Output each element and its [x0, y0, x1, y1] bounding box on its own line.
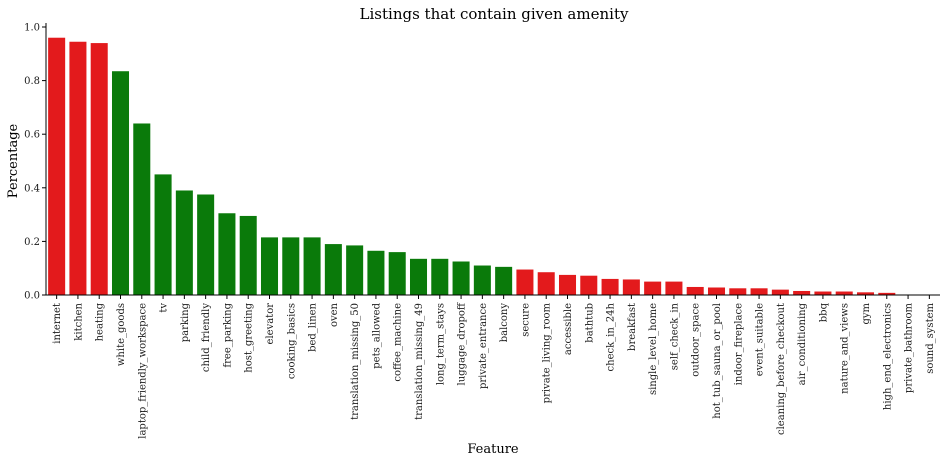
y-tick-label: 1.0 — [24, 23, 40, 34]
bar-outdoor-space — [686, 286, 704, 295]
x-tick-label: high_end_electronics — [882, 303, 893, 410]
bars-group — [48, 37, 896, 295]
x-tick-label: indoor_fireplace — [733, 303, 744, 385]
x-tick-label: parking — [180, 302, 191, 342]
x-tick-label: heating — [95, 302, 106, 341]
bar-nature-and-views — [835, 291, 853, 295]
x-tick-label: self_check_in — [669, 302, 680, 370]
x-tick-label: private_living_room — [542, 302, 553, 403]
x-axis-ticks: internet kitchen heating white_goods laptop_… — [52, 295, 936, 439]
x-tick-label: translation_missing_49 — [414, 303, 425, 420]
bar-high-end-electronics — [878, 292, 896, 295]
x-tick-label: bathtub — [584, 303, 595, 343]
bar-hot-tub-sauna-or-pool — [707, 287, 726, 295]
x-tick-label: secure — [520, 303, 531, 337]
x-tick-label: private_bathroom — [904, 302, 915, 393]
bar-coffee-machine — [388, 252, 406, 295]
x-tick-label: outdoor_space — [691, 303, 702, 377]
bar-secure — [516, 269, 534, 295]
bar-gym — [856, 292, 875, 295]
x-tick-label: sound_system — [925, 302, 936, 373]
x-tick-label: long_term_stays — [435, 303, 446, 385]
bar-internet — [48, 37, 66, 295]
x-tick-label: white_goods — [116, 303, 127, 366]
bar-laptop-friendly-workspace — [133, 123, 151, 295]
y-axis-ticks: 0.0 0.2 0.4 0.6 0.8 1.0 — [24, 23, 46, 302]
bar-single-level-home — [644, 281, 662, 295]
bar-private-living-room — [537, 272, 555, 295]
y-axis-title: Percentage — [6, 123, 21, 198]
x-tick-label: balcony — [499, 303, 510, 343]
x-tick-label: air_conditioning — [797, 302, 808, 385]
y-tick-label: 0.2 — [24, 237, 40, 248]
x-tick-label: pets_allowed — [371, 302, 382, 368]
x-tick-label: accessible — [563, 303, 574, 355]
x-tick-label: internet — [52, 303, 63, 344]
bar-bbq — [814, 291, 832, 295]
bar-luggage-dropoff — [452, 261, 470, 295]
bar-private-entrance — [473, 265, 491, 295]
x-tick-label: tv — [159, 303, 170, 313]
bar-heating — [90, 43, 108, 295]
x-tick-label: check_in_24h — [606, 302, 617, 371]
bar-self-check-in — [665, 281, 683, 295]
bar-indoor-fireplace — [729, 288, 747, 295]
x-tick-label: cleaning_before_checkout — [776, 303, 787, 435]
y-tick-label: 0.4 — [24, 183, 40, 194]
bar-white-goods — [111, 71, 130, 295]
bar-balcony — [495, 266, 513, 295]
bar-event-suitable — [750, 288, 768, 295]
bar-kitchen — [69, 41, 87, 295]
bar-free-parking — [218, 213, 236, 295]
bar-pets-allowed — [367, 250, 385, 295]
bar-air-conditioning — [793, 290, 811, 295]
bar-bed-linen — [303, 237, 321, 295]
x-tick-label: private_entrance — [478, 303, 489, 389]
x-tick-label: gym — [861, 302, 872, 324]
y-tick-label: 0.6 — [24, 130, 40, 141]
y-tick-label: 0.0 — [24, 291, 40, 302]
x-tick-label: breakfast — [627, 303, 638, 351]
x-tick-label: event_suitable — [755, 303, 766, 376]
bar-parking — [175, 190, 193, 295]
bar-long-term-stays — [431, 258, 449, 295]
x-tick-label: hot_tub_sauna_or_pool — [712, 303, 723, 419]
x-tick-label: translation_missing_50 — [350, 303, 361, 420]
bar-tv — [154, 174, 172, 295]
bar-accessible — [558, 274, 577, 295]
x-axis-title: Feature — [467, 442, 519, 457]
bar-bathtub — [580, 275, 598, 295]
x-tick-label: laptop_friendly_workspace — [137, 303, 148, 439]
x-tick-label: kitchen — [73, 302, 84, 340]
x-tick-label: single_level_home — [648, 303, 659, 395]
bar-cleaning-before-checkout — [771, 289, 789, 295]
y-tick-label: 0.8 — [24, 76, 40, 87]
x-tick-label: free_parking — [222, 302, 233, 367]
x-tick-label: bed_linen — [308, 302, 319, 351]
x-tick-label: coffee_machine — [393, 303, 404, 382]
bar-oven — [324, 244, 342, 295]
x-tick-label: bbq — [818, 302, 829, 322]
bar-breakfast — [622, 279, 640, 295]
x-tick-label: cooking_basics — [286, 303, 297, 379]
x-tick-label: oven — [329, 302, 340, 327]
x-tick-label: child_friendly — [201, 303, 212, 372]
x-tick-label: nature_and_views — [840, 303, 851, 394]
bar-translation-missing-50 — [346, 245, 364, 295]
chart-title: Listings that contain given amenity — [360, 5, 629, 23]
bar-cooking-basics — [282, 237, 300, 295]
bar-child-friendly — [197, 194, 215, 295]
x-tick-label: elevator — [265, 303, 276, 345]
bar-check-in-24h — [601, 278, 619, 295]
x-tick-label: luggage_dropoff — [457, 302, 468, 385]
x-tick-label: host_greeting — [244, 302, 255, 372]
bar-elevator — [260, 237, 279, 295]
bar-translation-missing-49 — [409, 258, 428, 295]
bar-host-greeting — [239, 215, 257, 295]
